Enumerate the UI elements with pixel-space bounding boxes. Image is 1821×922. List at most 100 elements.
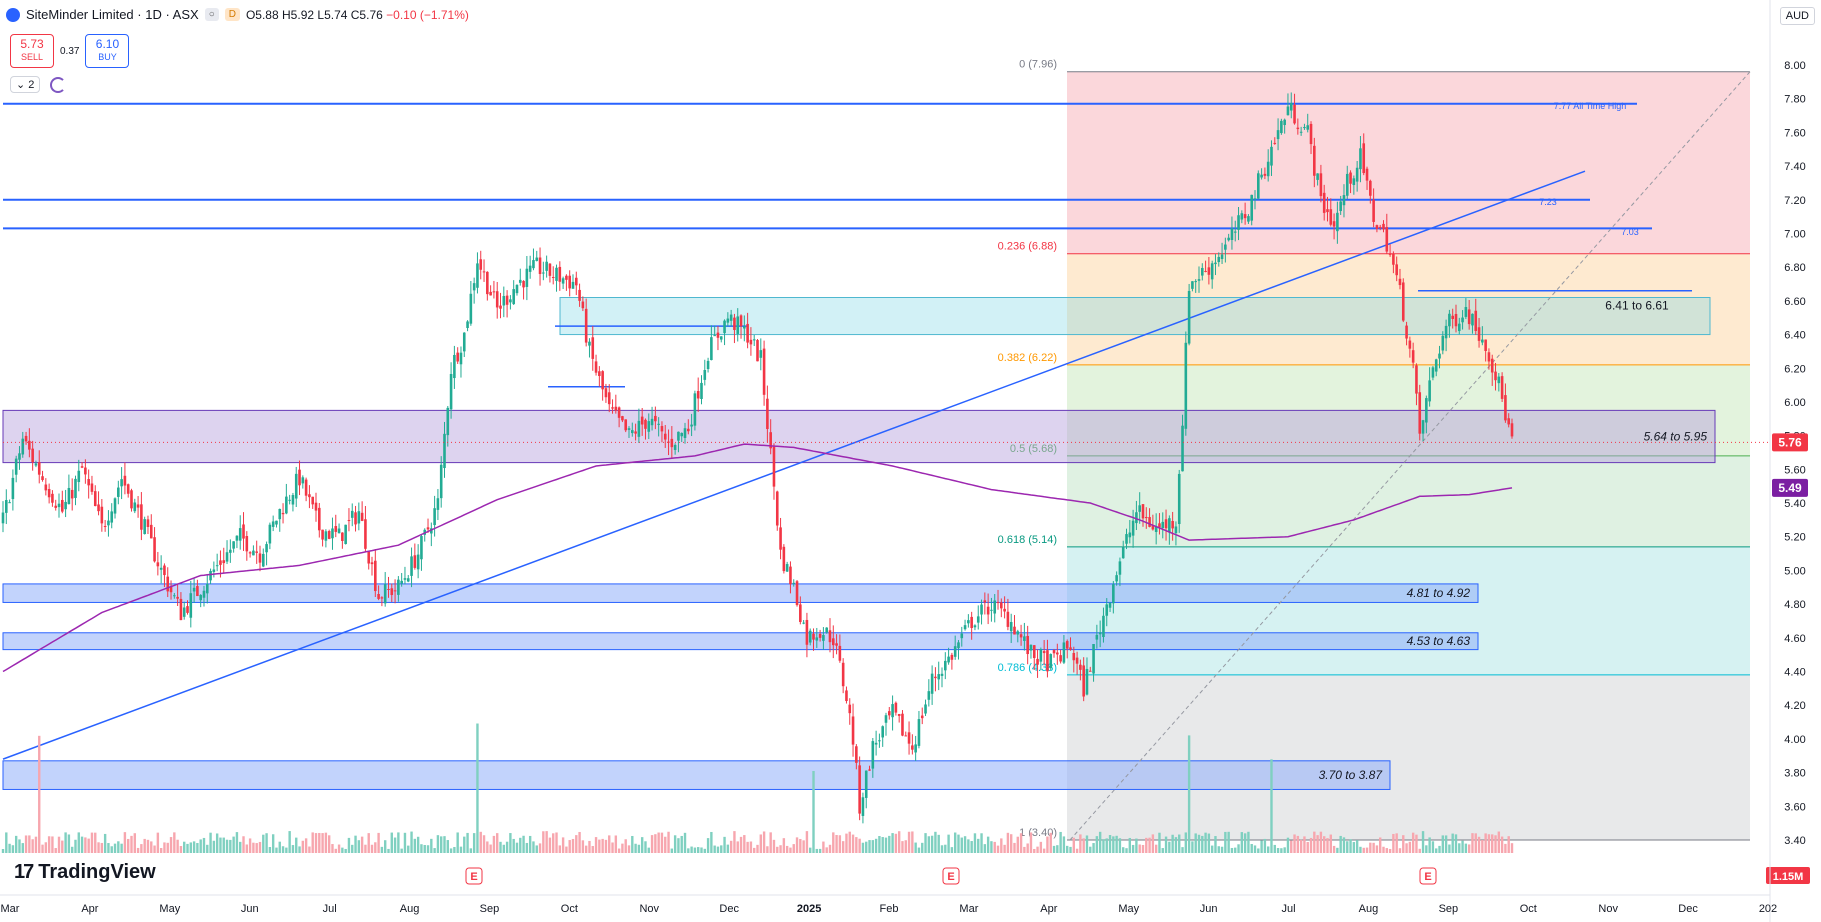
volume-badge-bg	[1766, 867, 1810, 884]
candle-body	[462, 332, 466, 352]
buy-button[interactable]: 6.10 BUY	[85, 34, 130, 68]
candle	[1398, 268, 1402, 290]
candle-body	[719, 336, 723, 340]
candle	[403, 566, 407, 585]
volume-bar	[901, 841, 904, 853]
brand-name: TradingView	[38, 861, 156, 883]
candle	[957, 640, 960, 660]
candle	[505, 290, 509, 318]
close-value: C5.76	[350, 7, 383, 22]
candle	[571, 274, 575, 289]
volume-bar	[776, 846, 779, 853]
candle-body	[944, 660, 947, 671]
candle	[1266, 149, 1270, 182]
candle-body	[1260, 174, 1263, 178]
volume-bar	[1042, 848, 1046, 853]
candle	[1378, 224, 1382, 231]
candle-body	[499, 305, 502, 309]
candle-body	[878, 740, 881, 742]
candle-body	[901, 713, 904, 736]
delayed-badge: D	[224, 8, 240, 21]
candle	[1128, 519, 1132, 544]
sell-button[interactable]: 5.73 SELL	[10, 34, 54, 68]
volume-bar	[242, 836, 245, 853]
volume-bar	[1411, 832, 1415, 853]
candle	[113, 497, 117, 519]
volume-bar	[1158, 832, 1161, 853]
volume-bar	[1210, 845, 1214, 853]
volume-bar	[509, 833, 512, 853]
symbol-title[interactable]: SiteMinder Limited · 1D · ASX	[26, 7, 199, 22]
candle-body	[542, 272, 545, 274]
candle-body	[156, 562, 160, 567]
candle	[140, 492, 143, 541]
candle	[719, 336, 723, 343]
candle	[47, 483, 51, 504]
candle-body	[621, 416, 624, 421]
candle-body	[364, 519, 367, 549]
candle-body	[492, 291, 496, 293]
candle-body	[47, 489, 51, 498]
volume-bar	[229, 839, 232, 853]
indicators-toggle-button[interactable]: ⌄ 2	[10, 76, 41, 93]
time-tick-label: Dec	[1678, 903, 1698, 915]
candle-body	[607, 392, 611, 405]
candle-body	[413, 555, 417, 568]
candle-body	[34, 463, 38, 466]
earnings-marker-icon	[465, 867, 483, 885]
candle-body	[173, 595, 176, 597]
candle-body	[1168, 518, 1171, 533]
time-tick-label: May	[1118, 903, 1139, 915]
candle-body	[835, 643, 838, 646]
volume-bar	[528, 835, 532, 853]
candle-body	[611, 407, 614, 409]
volume-bar	[1082, 838, 1085, 853]
candle	[792, 579, 796, 587]
volume-bar	[1089, 846, 1092, 853]
candle	[785, 561, 789, 572]
candle	[489, 285, 492, 296]
candle	[545, 255, 548, 278]
currency-selector[interactable]: AUD	[1779, 7, 1815, 25]
volume-bar	[1332, 845, 1336, 853]
candle-body	[374, 560, 377, 592]
price-tick-label: 4.80	[1784, 599, 1805, 611]
candle-body	[1431, 367, 1435, 378]
volume-bar	[1322, 836, 1326, 853]
volume-bar	[489, 844, 492, 853]
candle-body	[242, 524, 245, 539]
price-tick-label: 7.60	[1784, 127, 1805, 139]
candle-body	[229, 549, 232, 553]
volume-bar	[1069, 846, 1072, 853]
candle-body	[1013, 626, 1016, 635]
volume-bar	[1178, 834, 1181, 853]
candle-body	[261, 553, 265, 567]
candle-body	[558, 266, 562, 282]
candle	[640, 408, 644, 436]
volume-bar	[944, 844, 947, 853]
candle-body	[1207, 267, 1211, 275]
volume-bar	[1184, 832, 1188, 853]
volume-bar	[1379, 837, 1382, 853]
candle-body	[298, 469, 301, 486]
candle-body	[848, 704, 852, 714]
candle	[1056, 643, 1059, 665]
candle	[963, 619, 967, 631]
candle	[542, 261, 545, 281]
volume-bar	[1484, 833, 1487, 853]
time-tick-label: Apr	[81, 903, 98, 915]
volume-bar	[285, 847, 288, 853]
candle-body	[93, 491, 97, 507]
candle	[107, 510, 110, 537]
candle	[1000, 598, 1003, 618]
candle	[100, 499, 104, 532]
volume-bar	[822, 841, 825, 853]
candle	[1507, 413, 1511, 428]
volume-bar	[196, 843, 199, 853]
candle	[1319, 164, 1323, 203]
candle	[611, 399, 614, 414]
candle-body	[858, 765, 861, 814]
candle-body	[1125, 534, 1128, 544]
sync-icon[interactable]	[50, 76, 67, 93]
